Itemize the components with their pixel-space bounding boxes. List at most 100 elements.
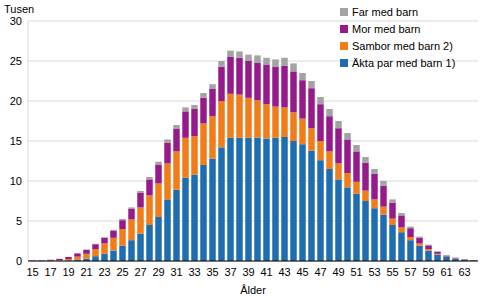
bar-segment xyxy=(443,255,449,256)
bar-segment xyxy=(326,151,332,169)
bar-segment xyxy=(92,243,98,244)
bar-segment xyxy=(137,191,143,193)
legend-label: Äkta par med barn 1) xyxy=(352,57,455,69)
legend-swatch xyxy=(340,8,348,16)
bar-segment xyxy=(380,207,386,215)
bar-segment xyxy=(182,178,188,261)
bar-segment xyxy=(65,256,71,257)
bar-segment xyxy=(200,93,206,98)
bar-segment xyxy=(344,173,350,187)
x-tick-label: 45 xyxy=(296,266,308,278)
bar-segment xyxy=(353,151,359,181)
x-tick-label: 29 xyxy=(152,266,164,278)
bar-segment xyxy=(308,81,314,88)
bar-segment xyxy=(218,61,224,67)
x-tick-label: 51 xyxy=(350,266,362,278)
bar-segment xyxy=(371,174,377,200)
bar-segment xyxy=(209,84,215,89)
bar-segment xyxy=(434,252,440,254)
bar-segment xyxy=(272,138,278,261)
bar-segment xyxy=(155,217,161,261)
bar-segment xyxy=(83,254,89,259)
bar-segment xyxy=(272,107,278,138)
bar-segment xyxy=(236,58,242,95)
bar-segment xyxy=(74,253,80,254)
bar-segment xyxy=(299,73,305,80)
bar-segment xyxy=(398,227,404,232)
y-tick-label: 5 xyxy=(16,215,22,227)
bar-segment xyxy=(236,51,242,57)
bar-segment xyxy=(74,253,80,256)
bar-segment xyxy=(263,65,269,104)
bar-segment xyxy=(101,238,107,244)
legend-swatch xyxy=(340,59,348,67)
bar-segment xyxy=(245,138,251,261)
bar-segment xyxy=(83,249,89,250)
bar-segment xyxy=(56,258,62,259)
bar-segment xyxy=(371,199,377,208)
bar-segment xyxy=(191,105,197,109)
bar-segment xyxy=(92,244,98,249)
legend: Far med barnMor med barnSambor med barn … xyxy=(340,6,455,69)
bar-segment xyxy=(452,257,458,258)
bar-segment xyxy=(200,123,206,165)
bar-segment xyxy=(425,245,431,249)
bar-segment xyxy=(137,193,143,207)
grid-line xyxy=(28,141,478,142)
bar-segment xyxy=(380,186,386,207)
x-tick-label: 41 xyxy=(260,266,272,278)
bar-segment xyxy=(407,237,413,240)
bar-segment xyxy=(119,219,125,220)
bar-segment xyxy=(452,258,458,259)
bar-segment xyxy=(290,112,296,141)
bar-segment xyxy=(434,255,440,261)
bar-segment xyxy=(407,227,413,229)
bar-segment xyxy=(461,259,467,260)
bar-segment xyxy=(362,191,368,201)
bar-segment xyxy=(317,141,323,160)
bar-segment xyxy=(380,181,386,186)
bar-segment xyxy=(443,256,449,257)
bar-segment xyxy=(353,194,359,261)
bar-segment xyxy=(128,240,134,261)
bar-segment xyxy=(380,215,386,261)
bar-segment xyxy=(218,101,224,147)
bar-segment xyxy=(56,259,62,260)
grid-line xyxy=(28,261,478,262)
bar-segment xyxy=(110,238,116,251)
bar-segment xyxy=(362,163,368,191)
x-tick-label: 59 xyxy=(422,266,434,278)
bar-segment xyxy=(182,138,188,178)
bar-segment xyxy=(353,182,359,194)
y-tick-label: 10 xyxy=(10,175,22,187)
bar-segment xyxy=(416,237,422,238)
bar-segment xyxy=(110,231,116,238)
x-tick-label: 17 xyxy=(44,266,56,278)
x-tick-label: 47 xyxy=(314,266,326,278)
bar-segment xyxy=(173,125,179,129)
bar-segment xyxy=(191,175,197,261)
bar-segment xyxy=(443,255,449,257)
bar-segment xyxy=(92,249,98,256)
bar-segment xyxy=(236,95,242,138)
bar-segment xyxy=(398,215,404,227)
bar-segment xyxy=(200,165,206,261)
bar-segment xyxy=(191,109,197,136)
bar-segment xyxy=(155,183,161,217)
bar-segment xyxy=(344,139,350,173)
bar-segment xyxy=(110,251,116,261)
bar-segment xyxy=(101,243,107,253)
bar-segment xyxy=(119,229,125,246)
bar-segment xyxy=(299,144,305,261)
bar-segment xyxy=(272,59,278,66)
x-tick-label: 31 xyxy=(170,266,182,278)
bar-segment xyxy=(326,109,332,116)
grid-line xyxy=(28,221,478,222)
bar-segment xyxy=(227,94,233,138)
bar-segment xyxy=(137,234,143,261)
bar-segment xyxy=(146,177,152,179)
bar-segment xyxy=(326,116,332,151)
bar-segment xyxy=(425,244,431,246)
bar-segment xyxy=(254,63,260,101)
legend-swatch xyxy=(340,42,348,50)
